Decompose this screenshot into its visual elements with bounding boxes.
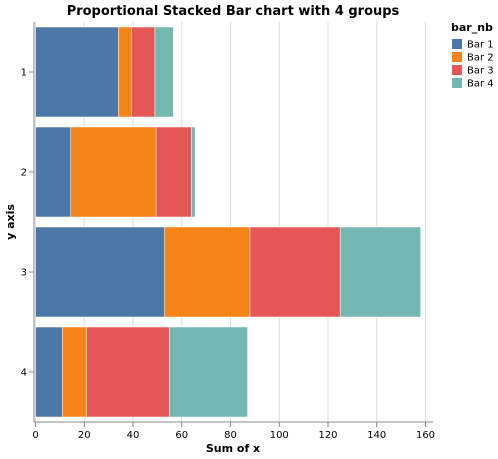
bar-segment <box>131 26 156 118</box>
legend-label: Bar 2 <box>467 53 494 64</box>
bar-segment <box>164 226 251 318</box>
x-tick-label: 140 <box>367 430 386 441</box>
x-tick-label: 160 <box>416 430 435 441</box>
chart-title: Proportional Stacked Bar chart with 4 gr… <box>67 4 400 19</box>
legend-label: Bar 4 <box>467 79 494 90</box>
x-axis-title: Sum of x <box>206 442 260 455</box>
x-tick-label: 120 <box>318 430 337 441</box>
bars <box>35 26 421 418</box>
y-tick-label: 4 <box>21 368 27 379</box>
bar-segment <box>35 26 119 118</box>
y-tick-label: 2 <box>21 168 27 179</box>
x-tick-label: 20 <box>78 430 91 441</box>
legend-label: Bar 3 <box>467 66 494 77</box>
bar-segment <box>35 126 72 218</box>
legend-title: bar_nb <box>451 21 493 34</box>
y-axis-title: y axis <box>4 204 17 240</box>
bar-segment <box>155 126 192 218</box>
y-tick-label: 3 <box>21 268 27 279</box>
bar-segment <box>62 326 87 418</box>
x-tick-label: 80 <box>224 430 237 441</box>
legend-swatch <box>452 65 462 75</box>
x-tick-label: 0 <box>32 430 38 441</box>
legend-label: Bar 1 <box>467 40 494 51</box>
y-tick-label: 1 <box>21 68 27 79</box>
bar-segment <box>339 226 421 318</box>
bar-segment <box>35 226 165 318</box>
bar-segment <box>191 126 196 218</box>
bar-segment <box>118 26 133 118</box>
bar-segment <box>154 26 174 118</box>
bar-segment <box>86 326 170 418</box>
legend-swatch <box>452 52 462 62</box>
bar-segment <box>249 226 341 318</box>
x-tick-label: 100 <box>270 430 289 441</box>
axes: 0 20 40 60 80 100 120 140 160 1 2 3 4 <box>21 22 435 441</box>
bar-segment <box>35 326 63 418</box>
bar-segment <box>169 326 248 418</box>
x-tick-label: 60 <box>175 430 188 441</box>
legend-swatch <box>452 78 462 88</box>
legend: Bar 1 Bar 2 Bar 3 Bar 4 <box>452 39 494 90</box>
x-tick-label: 40 <box>127 430 140 441</box>
legend-swatch <box>452 39 462 49</box>
bar-segment <box>70 126 157 218</box>
